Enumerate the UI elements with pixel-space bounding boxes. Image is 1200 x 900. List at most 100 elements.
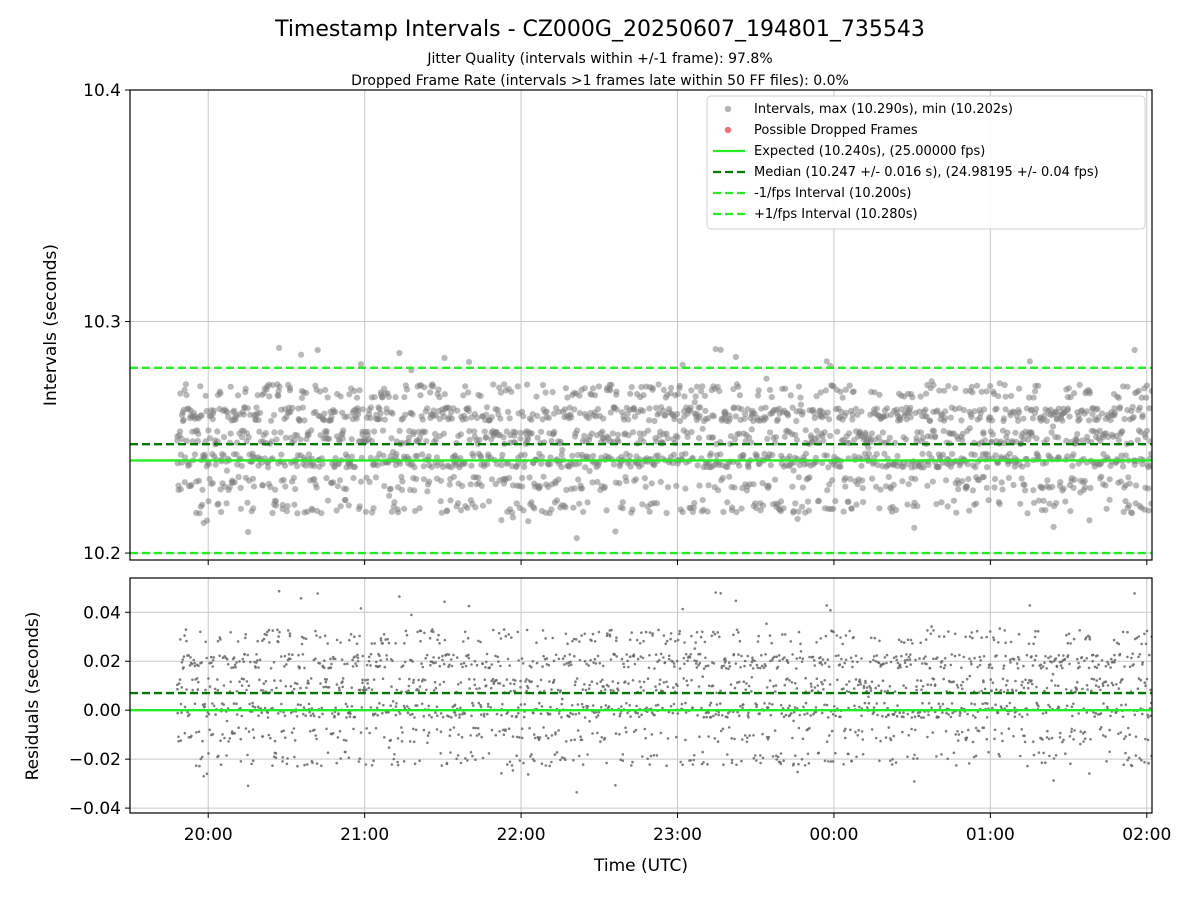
residual-point: [825, 740, 829, 743]
interval-point: [528, 430, 535, 437]
residual-point: [646, 757, 649, 761]
interval-point: [1124, 383, 1131, 390]
interval-point: [576, 460, 583, 467]
residual-point: [404, 629, 408, 633]
interval-point: [478, 454, 485, 461]
residual-point: [1041, 665, 1045, 668]
residual-point: [441, 715, 445, 719]
residual-point: [943, 664, 947, 667]
residual-point: [467, 604, 471, 608]
interval-point: [612, 528, 619, 535]
residual-point: [1044, 655, 1047, 658]
interval-point: [379, 427, 387, 434]
residual-point: [191, 688, 194, 692]
interval-point: [716, 388, 723, 395]
interval-point: [787, 392, 794, 399]
residual-point: [216, 678, 219, 681]
interval-point: [693, 383, 701, 390]
residual-point: [573, 738, 576, 742]
residual-point: [418, 685, 422, 688]
residual-point: [996, 711, 1000, 714]
residual-point: [803, 764, 807, 767]
residual-point: [599, 740, 602, 743]
residual-point: [542, 654, 545, 658]
interval-point: [1094, 405, 1101, 412]
residual-point: [1081, 687, 1084, 691]
residual-point: [251, 759, 255, 762]
interval-point: [846, 430, 853, 437]
residual-point: [886, 689, 889, 693]
residual-point: [367, 655, 371, 659]
residual-point: [684, 711, 688, 714]
interval-point: [289, 404, 296, 412]
residual-point: [183, 731, 187, 735]
residual-point: [395, 702, 398, 705]
residual-point: [877, 684, 880, 687]
interval-point: [823, 358, 830, 365]
residual-point: [432, 656, 435, 659]
residual-point: [1037, 705, 1040, 708]
residual-point: [827, 665, 831, 668]
residual-point: [716, 631, 719, 634]
residual-point: [618, 714, 622, 718]
residual-point: [447, 653, 451, 656]
residual-point: [335, 683, 339, 686]
residual-point: [306, 679, 310, 683]
interval-point: [859, 477, 866, 484]
residual-point: [629, 715, 632, 718]
residual-point: [636, 712, 640, 715]
interval-point: [324, 394, 331, 401]
residual-point: [839, 636, 842, 639]
residual-point: [608, 634, 612, 638]
residual-point: [712, 630, 715, 634]
residual-point: [881, 679, 885, 682]
residual-point: [869, 660, 872, 664]
interval-point: [983, 484, 990, 491]
interval-point: [371, 394, 378, 401]
residual-point: [339, 757, 343, 760]
residual-point: [675, 735, 678, 739]
residual-point: [442, 680, 446, 684]
interval-point: [483, 404, 491, 411]
residual-point: [1130, 656, 1133, 660]
residual-point: [1135, 636, 1139, 640]
residual-point: [246, 753, 249, 757]
residual-point: [1032, 740, 1035, 743]
residual-point: [1075, 688, 1078, 692]
residual-point: [929, 632, 932, 636]
residual-point: [535, 641, 538, 644]
residual-point: [325, 678, 329, 681]
interval-point: [786, 453, 793, 460]
residual-point: [525, 678, 528, 681]
residual-point: [768, 679, 772, 682]
residual-point: [666, 685, 670, 689]
interval-point: [317, 388, 324, 395]
residual-point: [179, 702, 183, 706]
interval-point: [227, 383, 234, 390]
residual-point: [604, 704, 608, 707]
residual-point: [970, 662, 973, 666]
residual-point: [461, 665, 464, 669]
interval-point: [905, 481, 912, 488]
residual-point: [662, 681, 666, 684]
residual-point: [391, 659, 394, 663]
interval-point: [669, 460, 676, 467]
interval-point: [1135, 387, 1142, 394]
interval-point: [367, 404, 375, 411]
residual-point: [994, 703, 997, 706]
interval-point: [984, 451, 991, 458]
interval-point: [450, 473, 457, 480]
residual-point: [950, 653, 954, 656]
residual-point: [875, 702, 879, 705]
residual-point: [374, 726, 378, 730]
residual-point: [422, 728, 426, 732]
interval-point: [466, 436, 473, 443]
residual-point: [733, 686, 737, 690]
residual-point: [607, 705, 611, 708]
residual-point: [487, 752, 491, 755]
residual-point: [906, 638, 910, 641]
residual-point: [296, 764, 299, 768]
residual-point: [1009, 640, 1013, 644]
residual-point: [245, 688, 248, 692]
